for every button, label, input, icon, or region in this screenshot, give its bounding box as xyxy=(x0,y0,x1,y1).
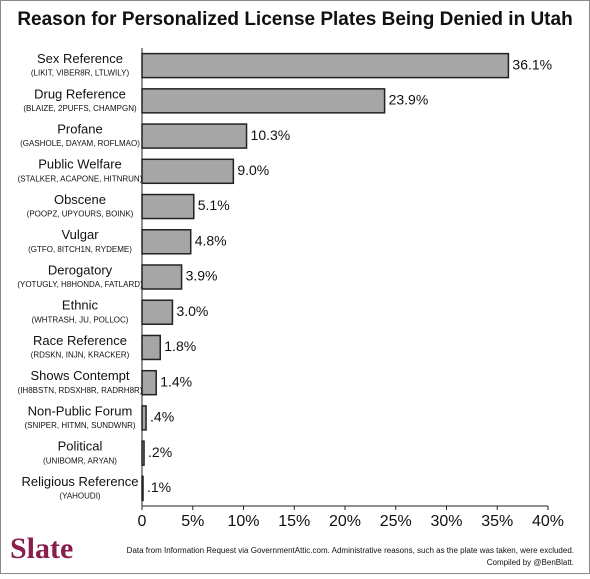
category-label: Obscene xyxy=(54,192,106,207)
category-examples: (POOPZ, UPYOURS, BOINK) xyxy=(27,210,134,219)
value-label: 23.9% xyxy=(389,92,429,108)
logo: Slate xyxy=(10,532,73,565)
category-label: Non-Public Forum xyxy=(28,403,133,418)
category-label: Shows Contempt xyxy=(31,368,130,383)
category-examples: (SNIPER, HITMN, SUNDWNR) xyxy=(24,421,135,430)
category-examples: (UNIBOMR, ARYAN) xyxy=(43,456,117,465)
value-label: 5.1% xyxy=(198,197,230,213)
value-label: 36.1% xyxy=(512,56,552,72)
value-label: 10.3% xyxy=(251,127,291,143)
bar xyxy=(141,405,147,431)
category-examples: (WHTRASH, JU, POLLOC) xyxy=(32,315,129,324)
category-examples: (GTFO, 8ITCH1N, RYDEME) xyxy=(28,245,132,254)
bar xyxy=(141,299,174,325)
bar xyxy=(141,475,144,502)
source-note: Data from Information Request via Govern… xyxy=(127,546,574,555)
category-label: Drug Reference xyxy=(34,86,126,101)
value-label: 9.0% xyxy=(237,162,269,178)
category-examples: (IH8BSTN, RDSXH8R, RADRH8R) xyxy=(18,386,143,395)
x-tick-label: 25% xyxy=(380,513,412,530)
x-tick-label: 0 xyxy=(138,513,147,530)
bar xyxy=(141,52,510,79)
category-examples: (LIKIT, VIBER8R, LTLWILY) xyxy=(31,69,130,78)
category-examples: (YOTUGLY, H8HONDA, FATLARD) xyxy=(17,280,143,289)
category-label: Profane xyxy=(57,122,103,137)
bar xyxy=(141,369,157,396)
value-label: .1% xyxy=(147,479,171,495)
category-label: Vulgar xyxy=(61,227,99,242)
bar xyxy=(141,158,235,185)
category-label: Political xyxy=(58,439,103,454)
category-label: Derogatory xyxy=(48,262,113,277)
value-label: .2% xyxy=(148,444,172,460)
value-label: 3.0% xyxy=(176,303,208,319)
credit: Compiled by @BenBlatt. xyxy=(487,558,574,567)
category-examples: (STALKER, ACAPONE, HITNRUN) xyxy=(18,174,143,183)
x-tick-label: 20% xyxy=(329,513,361,530)
x-tick-label: 5% xyxy=(181,513,204,530)
bar xyxy=(141,264,183,290)
category-label: Race Reference xyxy=(33,333,127,348)
category-examples: (RDSKN, INJN, KRACKER) xyxy=(31,351,130,360)
bar xyxy=(141,123,248,149)
category-examples: (BLAIZE, 2PUFFS, CHAMPGN) xyxy=(23,104,137,113)
category-label: Public Welfare xyxy=(38,157,122,172)
value-label: .4% xyxy=(150,409,174,425)
bar xyxy=(141,440,145,466)
bar xyxy=(141,229,192,255)
bar xyxy=(141,193,195,220)
x-tick-label: 40% xyxy=(532,513,564,530)
bar xyxy=(141,88,386,114)
category-label: Sex Reference xyxy=(37,51,123,66)
category-label: Ethnic xyxy=(62,298,99,313)
x-tick-label: 30% xyxy=(430,513,462,530)
category-examples: (YAHOUDI) xyxy=(59,491,101,500)
category-examples: (GASHOLE, DAYAM, ROFLMAO) xyxy=(20,139,140,148)
value-label: 3.9% xyxy=(186,268,218,284)
value-label: 1.8% xyxy=(164,338,196,354)
bar xyxy=(141,334,162,361)
value-label: 1.4% xyxy=(160,373,192,389)
x-tick-label: 10% xyxy=(227,513,259,530)
x-tick-label: 35% xyxy=(481,513,513,530)
x-tick-label: 15% xyxy=(278,513,310,530)
value-label: 4.8% xyxy=(195,232,227,248)
chart-title: Reason for Personalized License Plates B… xyxy=(17,9,572,30)
category-label: Religious Reference xyxy=(21,474,138,489)
